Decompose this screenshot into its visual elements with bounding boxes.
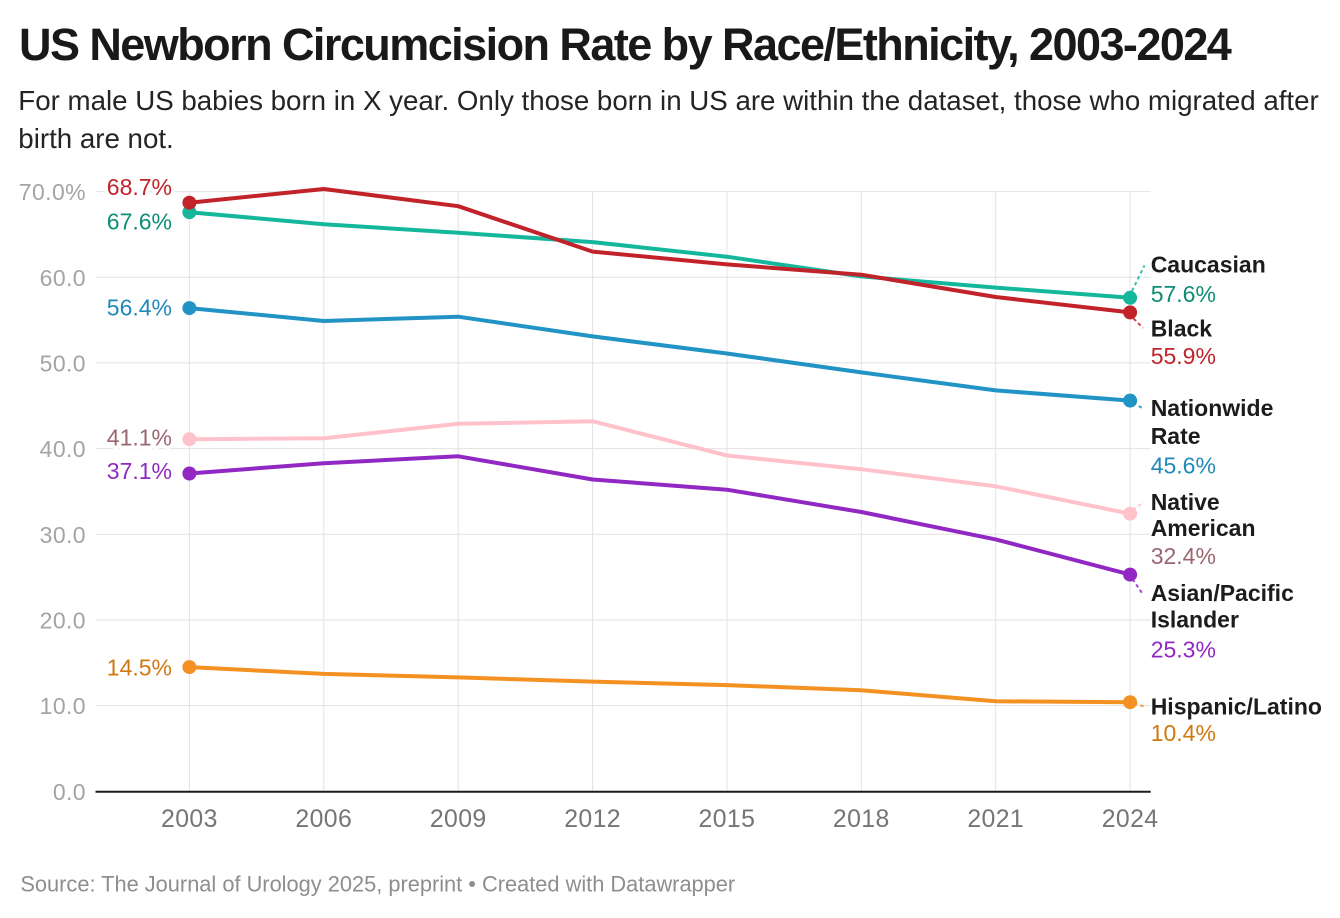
svg-text:41.1%: 41.1% (107, 425, 172, 451)
svg-text:birth are not.: birth are not. (18, 123, 173, 154)
svg-text:60.0: 60.0 (40, 265, 86, 291)
svg-text:67.6%: 67.6% (107, 208, 172, 234)
svg-text:32.4%: 32.4% (1151, 543, 1216, 569)
svg-text:70.0%: 70.0% (19, 179, 86, 205)
svg-text:Native: Native (1151, 489, 1220, 515)
svg-text:30.0: 30.0 (40, 522, 86, 548)
svg-text:2006: 2006 (295, 806, 352, 833)
svg-text:Source: The Journal of Urology: Source: The Journal of Urology 2025, pre… (20, 871, 735, 896)
svg-text:20.0: 20.0 (40, 608, 86, 634)
svg-text:2021: 2021 (967, 806, 1024, 833)
svg-text:For male US babies born in X y: For male US babies born in X year. Only … (18, 85, 1318, 116)
svg-text:68.7%: 68.7% (107, 174, 172, 200)
svg-text:Islander: Islander (1151, 606, 1239, 632)
svg-text:10.4%: 10.4% (1151, 720, 1216, 746)
svg-text:Hispanic/Latino: Hispanic/Latino (1151, 694, 1322, 720)
svg-text:American: American (1151, 515, 1256, 541)
svg-text:0.0: 0.0 (53, 779, 86, 805)
svg-text:25.3%: 25.3% (1151, 637, 1216, 663)
svg-text:10.0: 10.0 (40, 693, 86, 719)
svg-text:Black: Black (1151, 315, 1213, 341)
svg-text:56.4%: 56.4% (107, 294, 172, 320)
svg-text:US Newborn Circumcision Rate b: US Newborn Circumcision Rate by Race/Eth… (19, 19, 1232, 70)
svg-text:Nationwide: Nationwide (1151, 395, 1274, 421)
svg-text:2009: 2009 (430, 806, 487, 833)
svg-text:Caucasian: Caucasian (1151, 251, 1266, 277)
svg-text:2012: 2012 (564, 806, 621, 833)
svg-text:14.5%: 14.5% (107, 654, 172, 680)
svg-text:50.0: 50.0 (40, 350, 86, 376)
svg-text:2003: 2003 (161, 806, 218, 833)
svg-text:40.0: 40.0 (40, 436, 86, 462)
svg-text:45.6%: 45.6% (1151, 452, 1216, 478)
svg-text:2018: 2018 (833, 806, 890, 833)
svg-text:55.9%: 55.9% (1151, 343, 1216, 369)
svg-text:57.6%: 57.6% (1151, 281, 1216, 307)
svg-text:Asian/Pacific: Asian/Pacific (1151, 580, 1294, 606)
svg-text:2015: 2015 (699, 806, 756, 833)
svg-text:37.1%: 37.1% (107, 458, 172, 484)
svg-text:2024: 2024 (1102, 806, 1159, 833)
svg-text:Rate: Rate (1151, 423, 1201, 449)
